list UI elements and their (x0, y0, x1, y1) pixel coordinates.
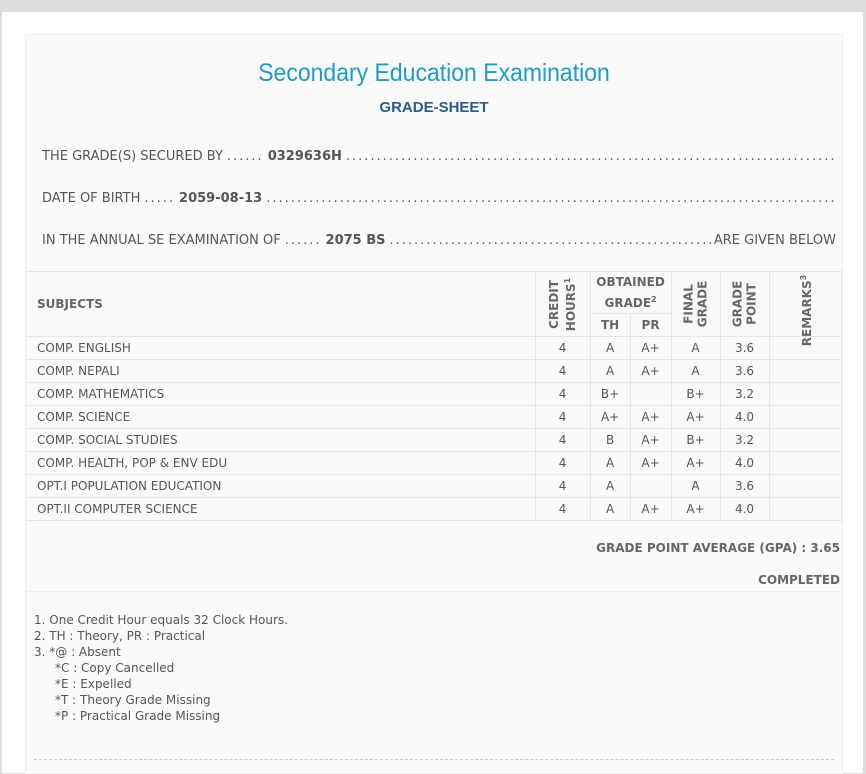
grade-point-cell: 3.2 (719, 382, 770, 406)
credit-hours-cell: 4 (534, 474, 591, 498)
table-row: COMP. SOCIAL STUDIES 4 B A+ B+ 3.2 (26, 428, 843, 452)
th-grade-cell: A (589, 474, 631, 498)
table-row: COMP. NEPALI 4 A A+ A 3.6 (26, 359, 843, 383)
gpa: GRADE POINT AVERAGE (GPA) : 3.65 (596, 541, 840, 555)
credit-hours-cell: 4 (534, 451, 591, 475)
final-grade-cell: A (670, 359, 721, 383)
header-grade-point: GRADE POINT (719, 271, 770, 337)
secured-by-label: THE GRADE(S) SECURED BY (42, 149, 223, 164)
remarks-cell (768, 382, 843, 406)
th-grade-cell: A (589, 451, 631, 475)
remarks-cell (768, 497, 843, 521)
th-grade-cell: B (589, 428, 631, 452)
table-row: COMP. SCIENCE 4 A+ A+ A+ 4.0 (26, 405, 843, 429)
subject-cell: COMP. NEPALI (26, 359, 536, 383)
remarks-cell (768, 428, 843, 452)
exam-line: IN THE ANNUAL SE EXAMINATION OF...... 207… (42, 233, 836, 248)
grade-point-cell: 3.2 (719, 428, 770, 452)
header-credit-hours: CREDIT HOURS1 (534, 271, 591, 337)
subject-cell: COMP. MATHEMATICS (26, 382, 536, 406)
given-below: ARE GIVEN BELOW (713, 233, 836, 248)
grade-point-cell: 4.0 (719, 497, 770, 521)
grade-point-cell: 4.0 (719, 451, 770, 475)
remarks-cell (768, 451, 843, 475)
subject-cell: COMP. SOCIAL STUDIES (26, 428, 536, 452)
pr-grade-cell: A+ (629, 336, 672, 360)
remarks-cell (768, 405, 843, 429)
pr-grade-cell: A+ (629, 497, 672, 521)
note: *T : Theory Grade Missing (55, 693, 211, 707)
grade-point-cell: 3.6 (719, 359, 770, 383)
subject-cell: COMP. ENGLISH (26, 336, 536, 360)
credit-hours-cell: 4 (534, 428, 591, 452)
final-grade-cell: B+ (670, 428, 721, 452)
subject-cell: COMP. HEALTH, POP & ENV EDU (26, 451, 536, 475)
note: 1. One Credit Hour equals 32 Clock Hours… (34, 613, 288, 627)
header-pr: PR (629, 313, 672, 337)
grades-table: SUBJECTS CREDIT HOURS1 OBTAINED GRADE2 FIN… (26, 271, 843, 521)
credit-hours-cell: 4 (534, 405, 591, 429)
page-panel: Secondary Education Examination GRADE-SH… (2, 12, 863, 774)
pr-grade-cell (629, 474, 672, 498)
pr-grade-cell: A+ (629, 428, 672, 452)
table-row: OPT.I POPULATION EDUCATION 4 A A 3.6 (26, 474, 843, 498)
credit-hours-cell: 4 (534, 497, 591, 521)
subject-cell: OPT.I POPULATION EDUCATION (26, 474, 536, 498)
grade-point-cell: 4.0 (719, 405, 770, 429)
table-row: COMP. HEALTH, POP & ENV EDU 4 A A+ A+ 4.0 (26, 451, 843, 475)
pr-grade-cell (629, 382, 672, 406)
grade-sheet: Secondary Education Examination GRADE-SH… (25, 34, 843, 774)
pr-grade-cell: A+ (629, 359, 672, 383)
pr-grade-cell: A+ (629, 405, 672, 429)
table-row: OPT.II COMPUTER SCIENCE 4 A A+ A+ 4.0 (26, 497, 843, 521)
remarks-cell (768, 359, 843, 383)
note: *P : Practical Grade Missing (55, 709, 221, 723)
credit-hours-cell: 4 (534, 359, 591, 383)
header-subjects: SUBJECTS (26, 271, 536, 337)
th-grade-cell: B+ (589, 382, 631, 406)
dob-label: DATE OF BIRTH (42, 191, 141, 206)
final-grade-cell: A (670, 336, 721, 360)
result-status: COMPLETED (758, 573, 840, 587)
final-grade-cell: A+ (670, 405, 721, 429)
secured-by-line: THE GRADE(S) SECURED BY...... 0329636H...… (42, 149, 836, 164)
note: 2. TH : Theory, PR : Practical (34, 629, 206, 643)
header-remarks: REMARKS3 (768, 271, 843, 346)
subject-cell: OPT.II COMPUTER SCIENCE (26, 497, 536, 521)
header-final-grade: FINAL GRADE (670, 271, 721, 337)
exam-title: Secondary Education Examination (258, 59, 610, 87)
subject-cell: COMP. SCIENCE (26, 405, 536, 429)
final-grade-cell: A (670, 474, 721, 498)
exam-label: IN THE ANNUAL SE EXAMINATION OF (42, 233, 281, 248)
header-obtained-grade: OBTAINED GRADE2 (589, 271, 672, 314)
dob-value: 2059-08-13 (179, 191, 263, 206)
th-grade-cell: A (589, 336, 631, 360)
th-grade-cell: A (589, 497, 631, 521)
note: *E : Expelled (55, 677, 132, 691)
th-grade-cell: A+ (589, 405, 631, 429)
exam-year: 2075 BS (325, 233, 386, 248)
th-grade-cell: A (589, 359, 631, 383)
symbol-number: 0329636H (267, 149, 342, 164)
grade-sheet-title: GRADE-SHEET (379, 99, 489, 116)
remarks-cell (768, 474, 843, 498)
footnotes: 1. One Credit Hour equals 32 Clock Hours… (26, 591, 842, 724)
note: 3. *@ : Absent (34, 645, 121, 659)
note: *C : Copy Cancelled (55, 661, 175, 675)
dob-line: DATE OF BIRTH..... 2059-08-13............… (42, 191, 836, 206)
table-row: COMP. ENGLISH 4 A A+ A 3.6 (26, 336, 843, 360)
final-grade-cell: A+ (670, 497, 721, 521)
grade-point-cell: 3.6 (719, 336, 770, 360)
divider (34, 759, 834, 760)
grade-point-cell: 3.6 (719, 474, 770, 498)
final-grade-cell: B+ (670, 382, 721, 406)
table-row: COMP. MATHEMATICS 4 B+ B+ 3.2 (26, 382, 843, 406)
final-grade-cell: A+ (670, 451, 721, 475)
header-th: TH (589, 313, 631, 337)
credit-hours-cell: 4 (534, 336, 591, 360)
pr-grade-cell: A+ (629, 451, 672, 475)
credit-hours-cell: 4 (534, 382, 591, 406)
